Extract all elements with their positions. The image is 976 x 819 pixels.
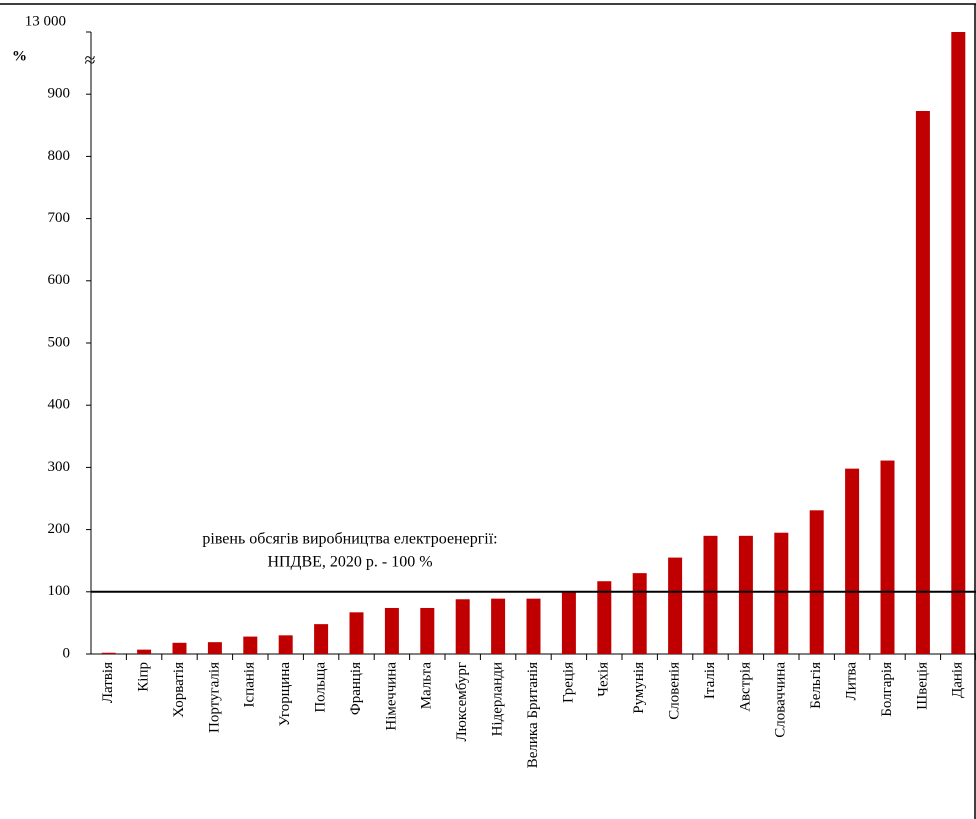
bar: [809, 510, 824, 654]
bar: [491, 598, 506, 654]
bar: [137, 649, 152, 654]
x-tick-label: Мальта: [419, 662, 435, 710]
y-tick-label: 200: [48, 521, 71, 537]
y-tick-label: 700: [48, 210, 71, 226]
bar: [455, 599, 470, 654]
x-tick-label: Австрія: [737, 662, 753, 712]
bar: [207, 642, 222, 654]
bar: [915, 110, 930, 654]
bar: [420, 607, 435, 654]
x-tick-label: Словенія: [667, 662, 683, 720]
x-tick-label: Італія: [702, 662, 718, 699]
bar: [774, 532, 789, 654]
x-tick-label: Греція: [560, 662, 576, 703]
x-tick-label: Угорщина: [277, 662, 293, 727]
axis-break: ≈: [85, 50, 96, 72]
bar: [101, 652, 116, 654]
y-tick-label: 0: [63, 645, 71, 661]
reference-label: рівень обсягів виробництва електроенергі…: [202, 531, 497, 548]
x-tick-label: Португалія: [206, 662, 222, 733]
x-tick-label: Чехія: [596, 662, 612, 697]
bar: [384, 607, 399, 654]
y-axis-label: %: [12, 48, 27, 64]
bar: [845, 468, 860, 654]
x-tick-label: Латвія: [100, 662, 116, 703]
x-tick-label: Польща: [313, 662, 329, 713]
x-tick-label: Люксембург: [454, 662, 470, 742]
bar: [314, 624, 329, 654]
x-tick-label: Швеція: [914, 662, 930, 710]
x-tick-label: Нідерланди: [490, 662, 506, 736]
y-tick-label: 800: [48, 148, 71, 164]
x-tick-label: Велика Британія: [525, 662, 541, 768]
bar: [278, 635, 293, 654]
x-tick-label: Данія: [950, 662, 966, 698]
bar: [597, 581, 612, 654]
y-tick-label: 300: [48, 459, 71, 475]
y-tick-label: 600: [48, 272, 71, 288]
x-tick-label: Словаччина: [773, 662, 789, 738]
bar: [880, 460, 895, 654]
x-tick-label: Кіпр: [136, 662, 152, 692]
bar: [738, 535, 753, 654]
x-tick-label: Болгарія: [879, 662, 895, 717]
x-tick-label: Німеччина: [383, 662, 399, 731]
x-tick-label: Іспанія: [242, 662, 258, 708]
y-tick-label: 500: [48, 334, 71, 350]
bar: [668, 557, 683, 654]
y-tick-label: 900: [48, 86, 71, 102]
bar: [243, 636, 258, 654]
y-tick-label: 400: [48, 397, 71, 413]
bar: [172, 642, 187, 654]
bar: [703, 535, 718, 654]
reference-label: НПДВЕ, 2020 р. - 100 %: [267, 554, 432, 571]
bar: [561, 591, 576, 654]
x-tick-label: Хорватія: [171, 662, 187, 718]
y-tick-label: 13 000: [25, 13, 66, 29]
x-tick-label: Румунія: [631, 662, 647, 714]
bar: [632, 573, 647, 654]
x-tick-label: Бельгія: [808, 662, 824, 709]
bar: [349, 612, 364, 654]
x-tick-label: Литва: [844, 662, 860, 701]
bar: [526, 598, 541, 654]
x-tick-label: Франція: [348, 662, 364, 715]
bar: [951, 32, 966, 654]
y-tick-label: 100: [48, 583, 71, 599]
